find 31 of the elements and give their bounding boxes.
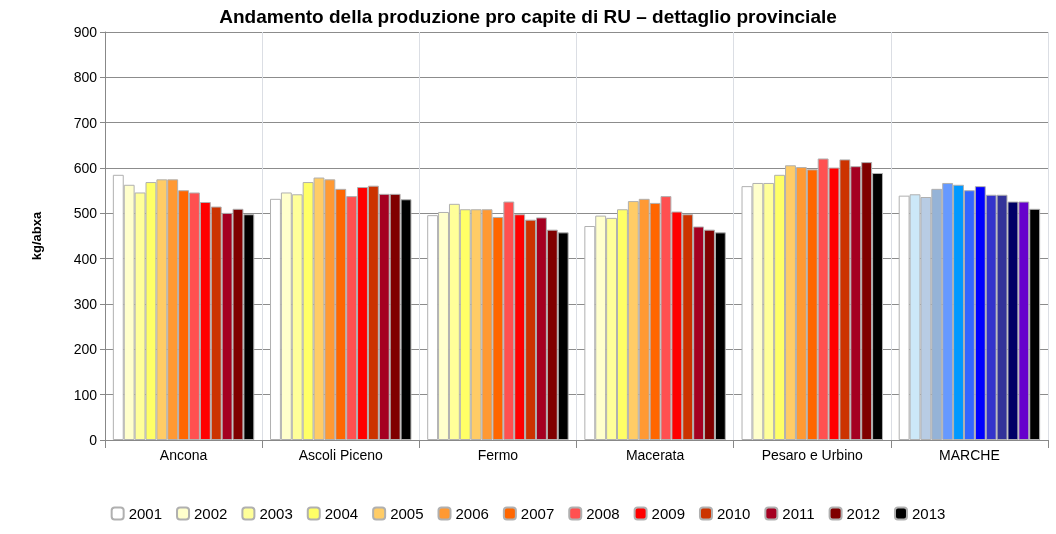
y-tick-label: 400 bbox=[73, 250, 98, 267]
chart-title: Andamento della produzione pro capite di RU – dettaglio provinciale bbox=[219, 6, 837, 27]
legend-label: 2013 bbox=[911, 505, 946, 522]
legend-label: 2007 bbox=[520, 505, 555, 522]
y-tick-label: 0 bbox=[89, 432, 98, 448]
legend-label: 2002 bbox=[194, 505, 228, 522]
x-tick-label: Macerata bbox=[625, 447, 685, 463]
legend-label: 2012 bbox=[846, 505, 880, 522]
y-tick-label: 300 bbox=[73, 296, 98, 312]
x-tick-label: Pesaro e Urbino bbox=[761, 447, 864, 463]
legend-label: 2009 bbox=[651, 505, 685, 522]
legend-label: 2005 bbox=[390, 505, 424, 522]
y-tick-label: 600 bbox=[73, 160, 98, 176]
y-axis-title: kg/abxa bbox=[29, 211, 44, 261]
legend-label: 2001 bbox=[128, 505, 163, 522]
y-tick-label: 800 bbox=[73, 69, 98, 86]
y-tick-label: 700 bbox=[73, 114, 98, 131]
x-tick-label: Fermo bbox=[477, 447, 519, 463]
x-tick-label: MARCHE bbox=[939, 447, 1000, 463]
legend-label: 2011 bbox=[782, 505, 815, 522]
y-tick-label: 900 bbox=[73, 24, 98, 40]
y-tick-label: 200 bbox=[73, 341, 98, 358]
legend-label: 2010 bbox=[716, 505, 751, 522]
x-tick-label: Ascoli Piceno bbox=[298, 447, 383, 463]
legend-label: 2006 bbox=[455, 505, 489, 522]
legend-label: 2004 bbox=[324, 505, 359, 522]
legend-label: 2003 bbox=[259, 505, 293, 522]
x-tick-label: Ancona bbox=[159, 447, 208, 463]
y-tick-label: 500 bbox=[73, 205, 98, 222]
y-tick-label: 100 bbox=[73, 386, 98, 403]
legend-label: 2008 bbox=[586, 505, 620, 522]
